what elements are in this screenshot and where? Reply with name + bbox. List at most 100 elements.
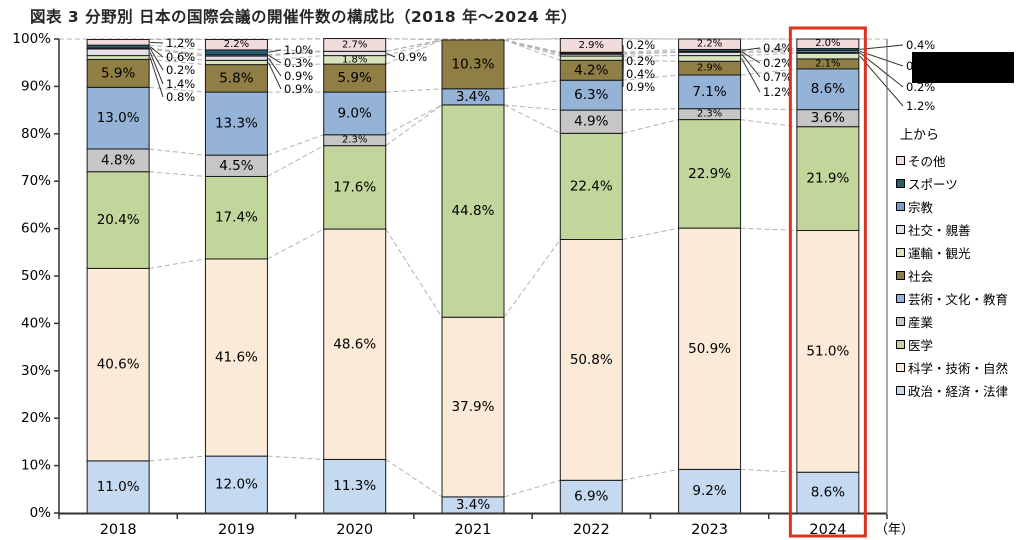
callout-leader-line <box>268 54 282 64</box>
callout-label: 0.4% <box>626 67 655 81</box>
bar-segment <box>204 91 268 156</box>
bar-segment <box>323 91 387 136</box>
x-tick-label: 2021 <box>455 522 492 538</box>
x-tick-label: 2018 <box>100 522 137 538</box>
segment-label: 17.4% <box>215 210 258 226</box>
segment-label: 4.5% <box>219 158 253 174</box>
legend-swatch <box>896 363 905 372</box>
series-connector-line <box>267 145 324 177</box>
legend-label: 産業 <box>908 315 934 330</box>
legend-item: スポーツ <box>896 172 1024 195</box>
series-connector-line <box>267 134 324 156</box>
callout-leader-line <box>859 50 904 67</box>
bar-segment <box>796 68 860 111</box>
callout-leader-line <box>741 58 761 93</box>
segment-label: 3.6% <box>811 110 845 126</box>
segment-label: 3.4% <box>456 89 490 105</box>
series-connector-line <box>149 47 206 56</box>
segment-label: 4.2% <box>574 62 608 78</box>
series-connector-line <box>149 455 206 462</box>
redaction-box <box>912 52 1014 83</box>
bar-segment <box>204 175 268 260</box>
legend-swatch <box>896 225 905 234</box>
callout-label: 0.9% <box>626 80 655 94</box>
segment-label: 50.8% <box>570 352 613 368</box>
segment-label: 22.4% <box>570 178 613 194</box>
bar-segment <box>441 39 505 90</box>
bar-segment <box>204 455 268 514</box>
callout-label: 1.2% <box>763 85 792 99</box>
callout-label: 0.2% <box>763 56 792 70</box>
series-connector-line <box>385 38 443 41</box>
series-connector-line <box>267 38 324 40</box>
x-tick-label: 2020 <box>336 522 373 538</box>
callout-label: 0.3% <box>284 56 313 70</box>
segment-label: 44.8% <box>452 203 495 219</box>
callout-label: 0.4% <box>763 41 792 55</box>
series-connector-line <box>149 86 206 93</box>
legend-item: 宗教 <box>896 195 1024 218</box>
segment-label: 6.9% <box>574 489 608 505</box>
legend-label: その他 <box>908 154 946 169</box>
bar-segment <box>441 104 505 318</box>
segment-label: 13.0% <box>97 110 140 126</box>
callout-leader-line <box>149 57 164 98</box>
segment-label: 4.9% <box>574 114 608 130</box>
series-connector-line <box>503 104 561 134</box>
segment-label: 7.1% <box>692 84 726 100</box>
callout-label: 0.7% <box>763 70 792 84</box>
callout-label: 1.4% <box>166 77 195 91</box>
series-connector-line <box>267 49 324 52</box>
series-connector-line <box>740 52 797 57</box>
bar-segment <box>678 55 742 62</box>
series-connector-line <box>149 148 206 156</box>
legend-swatch <box>896 179 905 188</box>
segment-label: 2.2% <box>224 39 249 50</box>
legend-swatch <box>896 340 905 349</box>
bar-segment <box>204 258 268 457</box>
segment-label: 2.3% <box>697 109 722 120</box>
series-connector-line <box>149 258 206 269</box>
series-connector-line <box>385 459 443 498</box>
segment-label: 9.2% <box>692 483 726 499</box>
x-tick-label: 2023 <box>691 522 728 538</box>
bar-segment <box>204 55 268 61</box>
series-connector-line <box>149 48 206 57</box>
legend-label: 政治・経済・法律 <box>908 384 1009 399</box>
series-connector-line <box>267 50 324 57</box>
segment-label: 2.9% <box>697 63 722 74</box>
series-connector-line <box>503 479 561 498</box>
series-connector-line <box>503 39 561 53</box>
series-connector-line <box>503 38 561 41</box>
y-tick-label: 30% <box>21 363 51 379</box>
series-connector-line <box>385 39 443 52</box>
series-connector-line <box>622 59 679 62</box>
bar-segment <box>559 79 623 111</box>
callout-label: 0.9% <box>284 69 313 83</box>
bar-segment <box>86 171 150 269</box>
segment-label: 48.6% <box>333 336 376 352</box>
bar-segment <box>204 59 268 66</box>
y-tick-label: 0% <box>30 505 52 521</box>
legend-swatch <box>896 271 905 280</box>
chart-legend: 上から その他 スポーツ 宗教 社交・親善 運輸・観光 社会 芸術・文化・教育 産業 医学 科学・… <box>896 124 1024 402</box>
series-connector-line <box>622 50 679 54</box>
series-connector-line <box>622 227 679 240</box>
legend-label: 社会 <box>908 269 934 284</box>
series-connector-line <box>149 58 206 66</box>
series-connector-line <box>622 108 679 111</box>
series-connector-line <box>740 227 797 231</box>
callout-label: 1.0% <box>284 43 313 57</box>
callout-label: 0.2% <box>166 63 195 77</box>
legend-swatch <box>896 317 905 326</box>
bar-segment <box>678 38 742 50</box>
series-connector-line <box>385 228 443 318</box>
x-tick-label: 2022 <box>573 522 610 538</box>
callout-leader-line <box>741 47 761 51</box>
y-tick-label: 20% <box>21 410 51 426</box>
series-connector-line <box>622 51 679 55</box>
series-connector-line <box>385 104 443 147</box>
series-connector-line <box>622 48 679 53</box>
series-connector-line <box>267 50 324 56</box>
